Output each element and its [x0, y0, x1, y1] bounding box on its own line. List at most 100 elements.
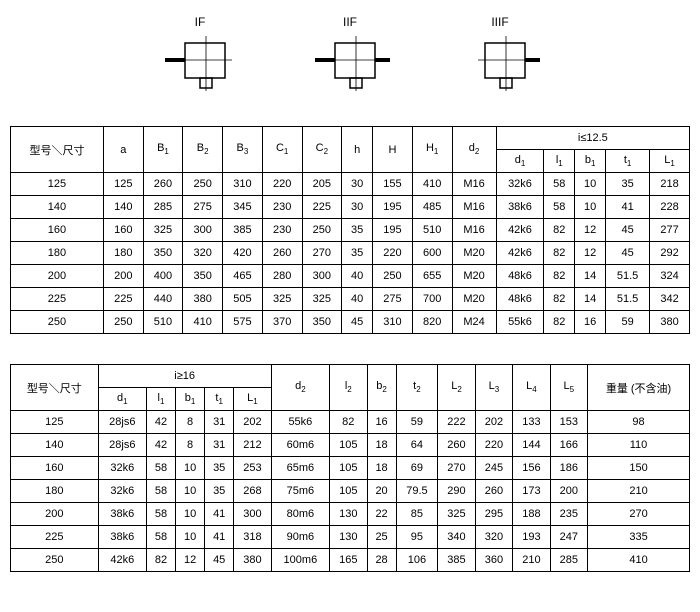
col-b2: b2: [367, 365, 396, 411]
table-cell: M24: [452, 311, 496, 334]
table-cell: 42k6: [98, 549, 146, 572]
table-row: 16032k658103525365m610518692702451561861…: [11, 457, 690, 480]
table-cell: 80m6: [271, 503, 329, 526]
table-cell: 277: [650, 219, 690, 242]
table-cell: 82: [544, 219, 575, 242]
table-cell: 133: [513, 411, 550, 434]
table-cell: 32k6: [98, 480, 146, 503]
table-cell: 41: [205, 503, 234, 526]
table-cell: 155: [373, 173, 413, 196]
table-cell: 235: [550, 503, 587, 526]
table-cell: 310: [373, 311, 413, 334]
table-cell: 82: [544, 311, 575, 334]
table-cell: M16: [452, 219, 496, 242]
table-cell: 32k6: [98, 457, 146, 480]
table-cell: 318: [234, 526, 271, 549]
table-cell: 410: [183, 311, 223, 334]
table-cell: 12: [176, 549, 205, 572]
table-cell: 245: [475, 457, 512, 480]
table-cell: 14: [575, 288, 606, 311]
table-cell: 144: [513, 434, 550, 457]
table-cell: 69: [396, 457, 438, 480]
gearbox-icon: [160, 33, 240, 93]
table-cell: 160: [11, 219, 104, 242]
table-cell: 247: [550, 526, 587, 549]
table-cell: 820: [412, 311, 452, 334]
table-cell: 30: [342, 173, 373, 196]
table-row: 20038k658104130080m613022853252951882352…: [11, 503, 690, 526]
table-cell: 35: [342, 242, 373, 265]
table-cell: 292: [650, 242, 690, 265]
table-cell: 160: [11, 457, 99, 480]
diagram-3: IIIF: [460, 15, 540, 96]
table-cell: 105: [330, 434, 367, 457]
table-cell: 380: [183, 288, 223, 311]
table-cell: 275: [183, 196, 223, 219]
col-l2: l2: [330, 365, 367, 411]
table-cell: 410: [588, 549, 690, 572]
table-cell: 59: [396, 411, 438, 434]
table-cell: 160: [103, 219, 143, 242]
table-cell: 188: [513, 503, 550, 526]
table-cell: 125: [11, 411, 99, 434]
table-cell: 370: [262, 311, 302, 334]
diagram-row: IF IIF IIIF: [10, 15, 690, 96]
table-cell: 10: [176, 503, 205, 526]
col-h: h: [342, 127, 373, 173]
table-cell: 59: [606, 311, 650, 334]
table-cell: 220: [262, 173, 302, 196]
col-H: H: [373, 127, 413, 173]
diagram-2-label: IIF: [310, 15, 390, 29]
table-cell: 225: [302, 196, 342, 219]
table-cell: 324: [650, 265, 690, 288]
table-cell: 41: [205, 526, 234, 549]
table-cell: 165: [330, 549, 367, 572]
table-cell: 325: [438, 503, 475, 526]
table-cell: 325: [262, 288, 302, 311]
table-cell: 440: [143, 288, 183, 311]
table-cell: 270: [588, 503, 690, 526]
table-row: 22522544038050532532540275700M2048k68214…: [11, 288, 690, 311]
table-cell: M16: [452, 196, 496, 219]
table-cell: 250: [183, 173, 223, 196]
table-cell: 202: [475, 411, 512, 434]
table-cell: 42k6: [496, 242, 544, 265]
table-cell: 250: [11, 549, 99, 572]
table-cell: 342: [650, 288, 690, 311]
table-cell: 98: [588, 411, 690, 434]
table-cell: 40: [342, 288, 373, 311]
table-cell: 285: [143, 196, 183, 219]
col-d2: d2: [452, 127, 496, 173]
table-cell: 38k6: [496, 196, 544, 219]
table-cell: 38k6: [98, 526, 146, 549]
table-cell: 290: [438, 480, 475, 503]
table-cell: 10: [176, 480, 205, 503]
col-b1: b1: [575, 150, 606, 173]
col-l1: l1: [146, 388, 175, 411]
table-cell: M20: [452, 288, 496, 311]
col-group-i: i≤12.5: [496, 127, 689, 150]
table-cell: 220: [475, 434, 512, 457]
table-cell: 210: [588, 480, 690, 503]
table-cell: 105: [330, 457, 367, 480]
diagram-1-label: IF: [160, 15, 240, 29]
table-cell: 51.5: [606, 265, 650, 288]
gearbox-icon: [310, 33, 390, 93]
table-cell: 140: [103, 196, 143, 219]
table-row: 14028js64283121260m610518642602201441661…: [11, 434, 690, 457]
table-cell: 250: [302, 219, 342, 242]
table-cell: 510: [143, 311, 183, 334]
table-cell: 222: [438, 411, 475, 434]
table-cell: 125: [11, 173, 104, 196]
table-cell: 260: [438, 434, 475, 457]
table-row: 22538k658104131890m613025953403201932473…: [11, 526, 690, 549]
table-cell: 153: [550, 411, 587, 434]
table-cell: 58: [146, 526, 175, 549]
table-cell: 230: [262, 196, 302, 219]
col-a: a: [103, 127, 143, 173]
table-cell: 45: [606, 219, 650, 242]
table-cell: 58: [146, 480, 175, 503]
table-cell: 82: [330, 411, 367, 434]
table-cell: 12: [575, 219, 606, 242]
table-cell: 10: [575, 173, 606, 196]
